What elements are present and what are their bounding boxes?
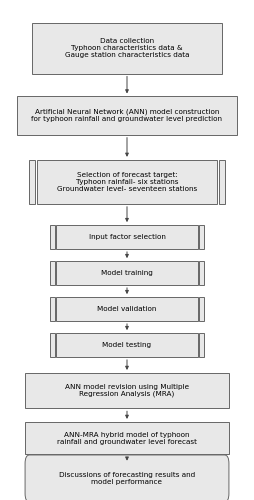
Text: Discussions of forecasting results and
model performance: Discussions of forecasting results and m… xyxy=(59,472,195,485)
Text: Model testing: Model testing xyxy=(102,342,152,348)
FancyBboxPatch shape xyxy=(56,297,198,321)
Text: ANN model revision using Multiple
Regression Analysis (MRA): ANN model revision using Multiple Regres… xyxy=(65,384,189,398)
Text: Data collection
Typhoon characteristics data &
Gauge station characteristics dat: Data collection Typhoon characteristics … xyxy=(65,38,189,58)
Text: Model validation: Model validation xyxy=(97,306,157,312)
FancyBboxPatch shape xyxy=(199,225,204,249)
FancyBboxPatch shape xyxy=(29,160,35,204)
FancyBboxPatch shape xyxy=(37,160,217,204)
FancyBboxPatch shape xyxy=(50,225,55,249)
FancyBboxPatch shape xyxy=(50,333,55,357)
FancyBboxPatch shape xyxy=(56,333,198,357)
FancyBboxPatch shape xyxy=(50,261,55,285)
FancyBboxPatch shape xyxy=(50,297,55,321)
FancyBboxPatch shape xyxy=(17,96,237,135)
FancyBboxPatch shape xyxy=(199,333,204,357)
FancyBboxPatch shape xyxy=(199,297,204,321)
FancyBboxPatch shape xyxy=(25,373,229,408)
FancyBboxPatch shape xyxy=(56,225,198,249)
Text: Model training: Model training xyxy=(101,270,153,276)
FancyBboxPatch shape xyxy=(199,261,204,285)
Text: Selection of forecast target:
Typhoon rainfall- six stations
Groundwater level- : Selection of forecast target: Typhoon ra… xyxy=(57,172,197,192)
FancyBboxPatch shape xyxy=(56,261,198,285)
Text: ANN-MRA hybrid model of typhoon
rainfall and groundwater level forecast: ANN-MRA hybrid model of typhoon rainfall… xyxy=(57,432,197,444)
Text: Artificial Neural Network (ANN) model construction
for typhoon rainfall and grou: Artificial Neural Network (ANN) model co… xyxy=(31,109,223,122)
FancyBboxPatch shape xyxy=(32,23,222,74)
Text: Input factor selection: Input factor selection xyxy=(89,234,165,240)
FancyBboxPatch shape xyxy=(25,422,229,454)
FancyBboxPatch shape xyxy=(219,160,225,204)
FancyBboxPatch shape xyxy=(25,455,229,500)
